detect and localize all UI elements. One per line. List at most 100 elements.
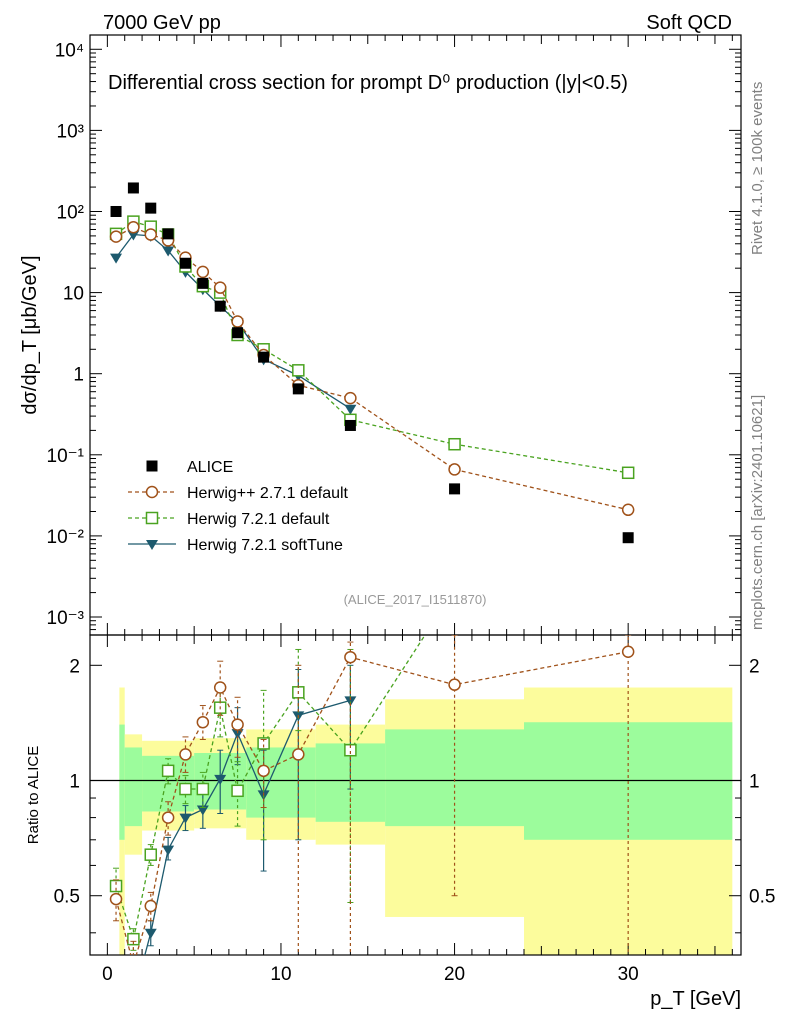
ratio-point-herwigpp-6: [213, 681, 227, 694]
band-inner-4: [246, 747, 316, 818]
ratio-frame: [89, 634, 742, 956]
ratio-point-herwig_default-5: [196, 782, 210, 796]
ratio-y-tick-label-right: 0.5: [749, 887, 775, 908]
band-inner-0: [119, 724, 125, 840]
ratio-uncertainty-bands: [90, 687, 741, 955]
main-point-data-5: [197, 277, 209, 289]
ratio-point-herwigpp-8: [257, 764, 270, 778]
main-y-tick-label: 10⁻³: [47, 608, 85, 629]
main-point-herwigpp-0: [109, 230, 123, 243]
legend-label-data: ALICE: [187, 459, 233, 476]
main-point-data-12: [622, 532, 634, 544]
main-point-herwig_default-12: [621, 466, 635, 480]
ratio-panel: 0.5 0.51 12 20 10 20 30 Ratio to ALICE p_T [Ge…: [25, 634, 775, 1010]
main-point-data-2: [145, 202, 157, 214]
ratio-point-herwig_soft-2: [144, 928, 157, 939]
main-line-herwig_default: [115, 220, 629, 474]
main-point-data-1: [127, 182, 139, 194]
ratio-point-herwigpp-0: [109, 892, 123, 906]
main-point-herwig_soft-0: [110, 253, 123, 264]
ratio-point-herwig_default-8: [257, 737, 270, 750]
main-point-herwigpp-6: [213, 281, 227, 294]
ratio-point-herwigpp-5: [196, 715, 210, 729]
ratio-point-herwigpp-4: [179, 748, 192, 761]
main-point-data-0: [110, 205, 122, 217]
main-point-herwig_soft-10: [344, 404, 357, 415]
main-y-tick-label: 10⁻²: [47, 527, 85, 548]
rivet-label: Rivet 4.1.0, ≥ 100k events: [749, 82, 766, 255]
main-y-tick-label: 10³: [57, 121, 84, 142]
main-y-tick-label: 10⁻¹: [47, 446, 85, 467]
band-inner-1: [124, 747, 143, 827]
mcplots-label: mcplots.cern.ch [arXiv:2401.10621]: [749, 395, 766, 630]
ratio-y-tick-label-left: 1: [69, 772, 80, 793]
ratio-point-herwig_soft-7: [231, 729, 244, 740]
main-point-herwigpp-7: [231, 315, 244, 328]
legend-marker-herwig_soft: [146, 540, 158, 550]
main-series: [109, 182, 635, 544]
legend-marker-herwig_default: [145, 511, 159, 525]
ratio-axis-ticks: 0.5 0.51 12 20 10 20 30: [54, 635, 775, 985]
ratio-y-tick-label-right: 1: [749, 772, 760, 793]
main-axis-ticks: 10⁻³ 10⁻² 10⁻¹ 1 10 10² 10³ 10⁴: [47, 35, 741, 636]
main-point-data-7: [232, 327, 244, 339]
main-point-herwigpp-11: [448, 463, 461, 476]
analysis-watermark: (ALICE_2017_I1511870): [344, 592, 487, 607]
main-y-tick-label: 1: [73, 365, 84, 386]
main-point-herwig_soft-3: [162, 246, 175, 257]
x-tick-label: 10: [270, 964, 291, 985]
header-right: Soft QCD: [646, 12, 732, 34]
plot-title: Differential cross section for prompt D⁰…: [108, 72, 628, 94]
main-point-herwigpp-1: [127, 220, 140, 234]
ratio-point-herwigpp-11: [448, 678, 461, 691]
main-y-tick-label: 10: [63, 284, 84, 305]
main-point-herwigpp-5: [196, 265, 210, 279]
ratio-point-herwigpp-12: [621, 645, 635, 658]
main-point-data-3: [162, 228, 174, 240]
main-point-data-10: [344, 419, 356, 431]
main-point-herwig_soft-1: [127, 230, 140, 241]
x-axis-label: p_T [GeV]: [650, 988, 741, 1010]
x-tick-label: 30: [618, 964, 639, 985]
x-tick-label: 0: [102, 964, 113, 985]
ratio-point-herwig_default-7: [231, 784, 244, 798]
ratio-point-herwig_default-4: [179, 782, 192, 796]
main-point-data-4: [179, 257, 191, 269]
main-point-herwigpp-12: [621, 503, 635, 517]
ratio-point-herwigpp-9: [292, 748, 305, 761]
main-panel: 10⁻³ 10⁻² 10⁻¹ 1 10 10² 10³ 10⁴ Differential cr…: [19, 34, 742, 636]
main-point-data-8: [258, 351, 270, 363]
ratio-point-herwig_soft-4: [179, 813, 192, 824]
ratio-point-herwig_default-2: [144, 848, 158, 861]
main-point-herwigpp-10: [344, 391, 357, 405]
legend-marker-data: [146, 460, 158, 472]
ratio-y-tick-label-left: 0.5: [54, 887, 80, 908]
ratio-point-herwigpp-10: [344, 650, 357, 664]
main-y-axis-label: dσ/dp_T [μb/GeV]: [19, 255, 41, 414]
ratio-point-herwig_soft-6: [214, 774, 227, 785]
ratio-line-herwig_default: [115, 635, 426, 942]
legend-label-herwigpp: Herwig++ 2.7.1 default: [187, 485, 349, 502]
ratio-point-herwig_soft-3: [162, 845, 175, 856]
x-tick-label: 20: [444, 964, 465, 985]
ratio-point-herwig_default-0: [109, 879, 123, 893]
ratio-point-herwig_soft-10: [344, 696, 357, 707]
main-y-tick-label: 10²: [57, 202, 84, 223]
legend-label-herwig_soft: Herwig 7.2.1 softTune: [187, 537, 343, 554]
main-point-herwigpp-2: [144, 228, 158, 241]
ratio-point-herwigpp-7: [231, 718, 244, 731]
header-left: 7000 GeV pp: [103, 12, 221, 34]
ratio-point-herwigpp-2: [144, 899, 158, 913]
ratio-point-herwig_default-1: [127, 932, 140, 946]
main-point-data-6: [214, 300, 226, 312]
ratio-y-tick-label-left: 2: [69, 656, 80, 677]
legend-label-herwig_default: Herwig 7.2.1 default: [187, 511, 330, 528]
ratio-point-herwigpp-3: [161, 811, 175, 824]
main-y-tick-label: 10⁴: [55, 40, 84, 61]
legend: ALICE Herwig++ 2.7.1 default Herwig 7.2.1 …: [128, 459, 349, 554]
main-point-data-11: [449, 483, 461, 495]
main-point-herwig_default-11: [448, 437, 461, 451]
ratio-series: [109, 635, 635, 955]
ratio-y-axis-label: Ratio to ALICE: [25, 746, 42, 844]
